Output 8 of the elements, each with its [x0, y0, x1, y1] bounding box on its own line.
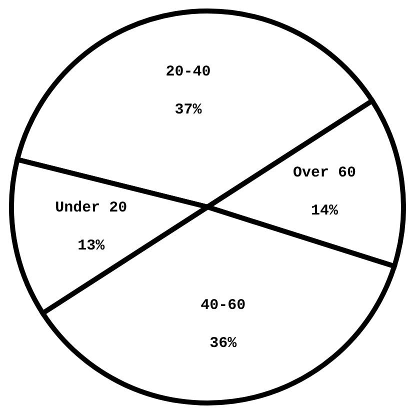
slice-label: Over 60 [292, 164, 356, 182]
slice-label: 40-60 [200, 296, 246, 314]
slice-label: Under 20 [55, 199, 128, 216]
data-label: 36% [210, 334, 238, 352]
data-label: 14% [310, 202, 339, 220]
data-label: 13% [78, 237, 106, 254]
slice-label: 20-40 [166, 64, 211, 81]
data-label: 37% [174, 102, 203, 119]
